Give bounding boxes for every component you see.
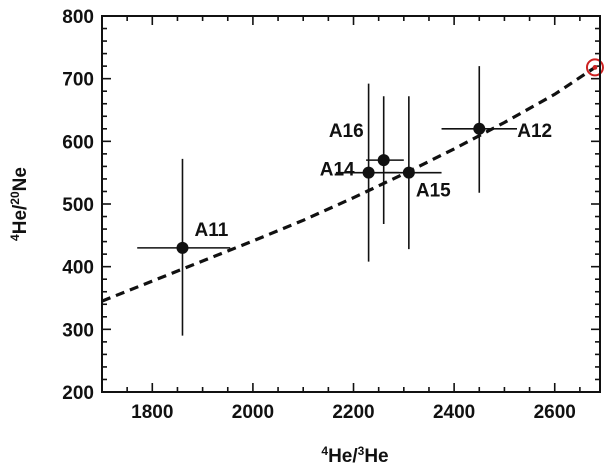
- data-point-a16: A16: [329, 96, 404, 225]
- x-tick-label: 1800: [131, 402, 173, 423]
- axis-tick-labels: 1800 2000 2200 2400 2600 200 300 400 500 600 700 80…: [62, 7, 576, 423]
- data-point-label: A14: [320, 160, 355, 181]
- data-point-a11: A11: [137, 158, 231, 336]
- y-axis-title: 4He/20Ne: [8, 167, 31, 241]
- y-tick-label: 400: [62, 258, 94, 279]
- plot-frame: [101, 15, 601, 393]
- y-tick-label: 200: [62, 383, 94, 404]
- data-points: A11 A14 A16 A15 A12: [137, 66, 552, 336]
- data-point-marker: [362, 166, 375, 179]
- y-tick-label: 600: [62, 132, 94, 153]
- data-point-marker: [176, 241, 189, 254]
- data-point-marker: [402, 166, 415, 179]
- y-tick-label: 500: [62, 195, 94, 216]
- axis-ticks: [101, 15, 600, 393]
- y-axis-title-sup: 4: [8, 234, 22, 241]
- trend-line: [101, 66, 596, 303]
- x-tick-label: 2400: [433, 402, 475, 423]
- x-axis-title-base: He/: [328, 446, 358, 467]
- data-point-marker: [473, 122, 486, 135]
- x-axis-title: 4He/3He: [321, 444, 388, 467]
- data-point-label: A16: [329, 121, 364, 142]
- data-point-a15: A15: [383, 96, 451, 250]
- data-point-label: A15: [416, 181, 451, 202]
- y-axis-title-base: He/: [10, 204, 31, 234]
- y-tick-label: 800: [62, 7, 94, 28]
- y-axis-title-tail: Ne: [10, 167, 31, 191]
- x-axis-title-tail: He: [364, 446, 388, 467]
- x-tick-label: 2200: [332, 402, 374, 423]
- data-point-label: A12: [517, 121, 552, 142]
- x-axis-title-sup2: 3: [358, 444, 365, 458]
- x-tick-label: 2000: [232, 402, 274, 423]
- y-tick-label: 300: [62, 320, 94, 341]
- endpoint-dot: [592, 64, 598, 70]
- y-axis-title-sup2: 20: [8, 191, 22, 205]
- endpoint-marker: [585, 58, 604, 77]
- x-tick-label: 2600: [534, 402, 576, 423]
- x-axis-title-sup: 4: [321, 444, 328, 458]
- data-point-marker: [377, 154, 390, 167]
- endpoint-ring: [585, 58, 604, 77]
- y-tick-label: 700: [62, 70, 94, 91]
- data-point-a12: A12: [441, 66, 552, 193]
- data-point-label: A11: [194, 220, 228, 241]
